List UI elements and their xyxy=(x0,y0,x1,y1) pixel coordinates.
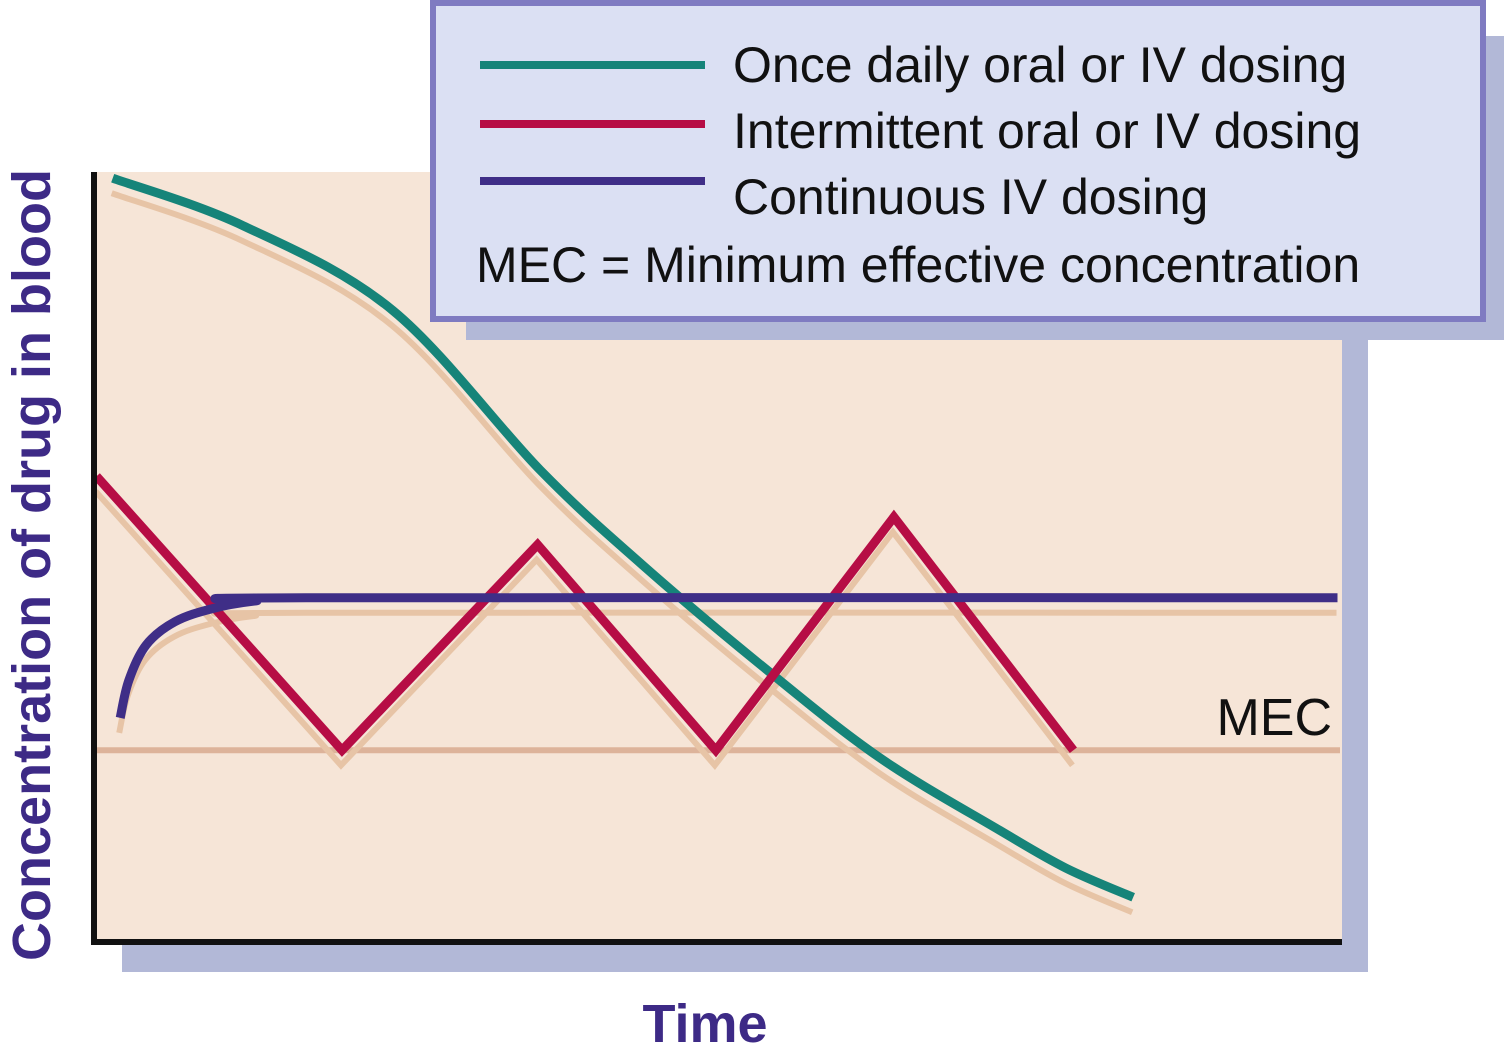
legend-label-continuous: Continuous IV dosing xyxy=(733,169,1208,225)
x-axis-label: Time xyxy=(642,994,767,1054)
mec-label: MEC xyxy=(1216,689,1332,747)
series-line-once-daily xyxy=(111,173,1135,902)
legend-label-intermittent: Intermittent oral or IV dosing xyxy=(733,103,1361,159)
series-shadow-intermittent xyxy=(93,489,1075,771)
series-line-continuous-iv xyxy=(115,593,1338,719)
y-axis-label: Concentration of drug in blood xyxy=(2,169,62,961)
series-lines xyxy=(93,173,1338,902)
legend: Once daily oral or IV dosing Intermitten… xyxy=(430,0,1504,340)
series-shadow-once-daily xyxy=(110,190,1134,916)
legend-label-once-daily: Once daily oral or IV dosing xyxy=(733,37,1347,93)
legend-box xyxy=(430,0,1486,322)
series-line-intermittent xyxy=(93,473,1077,758)
legend-mec-definition: MEC = Minimum effective concentration xyxy=(476,237,1360,293)
